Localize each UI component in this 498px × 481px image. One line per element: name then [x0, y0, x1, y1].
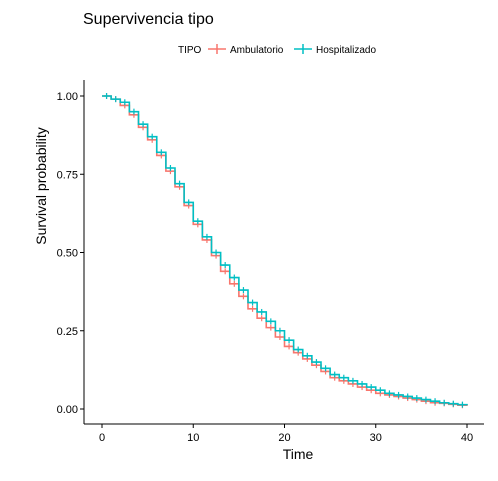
x-tick-label: 0	[99, 432, 105, 444]
x-axis-label: Time	[283, 446, 314, 462]
censor-mark	[322, 365, 329, 372]
censor-mark	[130, 108, 137, 115]
legend: TIPO Ambulatorio Hospitalizado	[178, 44, 376, 56]
censor-mark	[140, 121, 147, 128]
censor-mark	[286, 337, 293, 344]
legend-label: Ambulatorio	[230, 45, 284, 56]
censor-mark	[213, 249, 220, 256]
censor-mark	[349, 377, 356, 384]
censor-mark	[267, 318, 274, 325]
censor-mark	[112, 96, 119, 103]
censor-mark	[249, 299, 256, 306]
y-tick-label: 0.50	[57, 248, 78, 260]
censor-mark	[240, 293, 247, 300]
censor-mark	[377, 387, 384, 394]
censor-mark	[185, 199, 192, 206]
censor-mark	[149, 133, 156, 140]
censor-mark	[395, 391, 402, 398]
censor-mark	[276, 334, 283, 341]
censor-mark	[432, 398, 439, 405]
chart-title: Supervivencia tipo	[83, 11, 214, 28]
censor-mark	[267, 324, 274, 331]
censor-mark	[222, 262, 229, 269]
legend-title: TIPO	[178, 45, 202, 56]
x-tick-label: 30	[370, 432, 382, 444]
censor-mark	[459, 401, 466, 408]
censor-mark	[158, 149, 165, 156]
censor-mark	[258, 315, 265, 322]
censor-mark	[276, 327, 283, 334]
x-tick-label: 20	[278, 432, 290, 444]
censor-mark	[295, 346, 302, 353]
censor-mark	[194, 218, 201, 225]
censor-mark	[231, 280, 238, 287]
censor-mark	[222, 268, 229, 275]
censor-mark	[167, 164, 174, 171]
censor-mark	[103, 93, 110, 99]
censor-mark	[249, 305, 256, 312]
censor-mark	[413, 395, 420, 402]
series-line-hospitalizado	[102, 95, 468, 406]
censor-mark	[203, 233, 210, 240]
censor-mark	[340, 374, 347, 381]
y-tick-label: 0.25	[57, 326, 78, 338]
legend-label: Hospitalizado	[316, 45, 376, 56]
censor-mark	[359, 380, 366, 387]
censor-mark	[441, 399, 448, 406]
censor-mark	[331, 371, 338, 378]
y-axis-label: Survival probability	[33, 127, 49, 245]
censor-mark	[286, 343, 293, 350]
legend-item-hospitalizado: Hospitalizado	[294, 44, 376, 56]
censor-mark	[240, 287, 247, 294]
y-tick-label: 0.75	[57, 169, 78, 181]
censor-mark	[313, 359, 320, 366]
censor-mark	[231, 274, 238, 281]
y-tick-label: 0.00	[57, 404, 78, 416]
x-tick-label: 40	[461, 432, 473, 444]
series-layer	[102, 93, 468, 409]
y-tick-label: 1.00	[57, 91, 78, 103]
x-axis: 0 10 20 30 40	[84, 423, 484, 444]
censor-mark	[258, 308, 265, 315]
censor-mark	[368, 384, 375, 391]
censor-mark	[121, 99, 128, 106]
censor-mark	[176, 180, 183, 187]
censor-mark	[422, 396, 429, 403]
censor-mark	[450, 400, 457, 407]
censor-mark	[404, 393, 411, 400]
censor-mark	[386, 390, 393, 397]
legend-item-ambulatorio: Ambulatorio	[208, 44, 284, 56]
censor-mark	[304, 352, 311, 359]
x-tick-label: 10	[187, 432, 199, 444]
y-axis: 0.00 0.25 0.50 0.75 1.00	[57, 80, 85, 424]
